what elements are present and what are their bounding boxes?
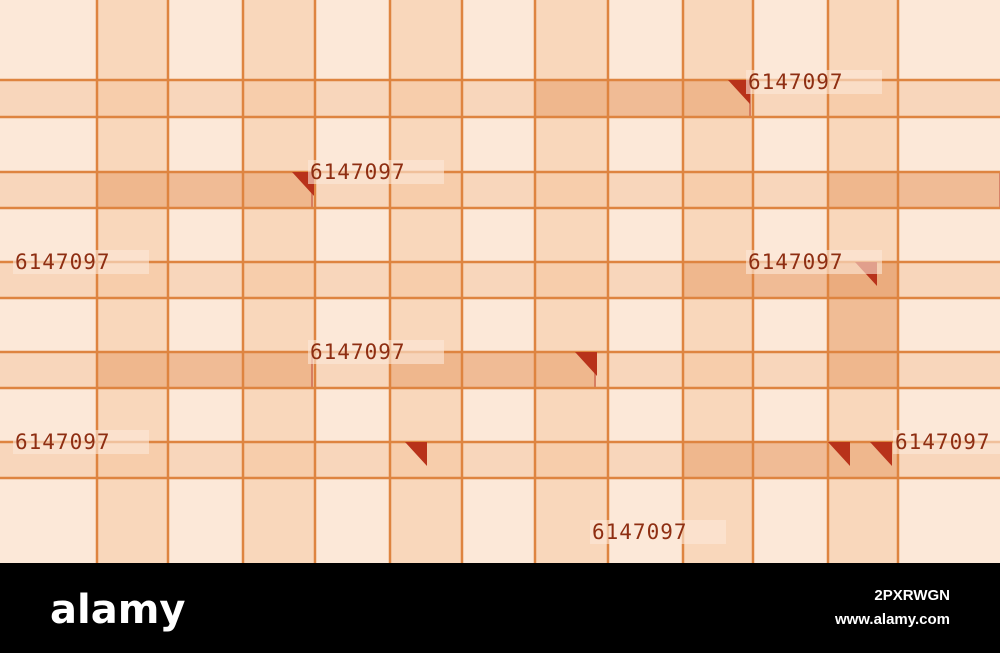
shade-column: [390, 0, 462, 563]
dark-block: [827, 261, 899, 389]
dark-block: [534, 79, 751, 118]
dark-block: [96, 351, 313, 389]
label-bg: [590, 520, 726, 544]
code-label: 6147097: [15, 430, 111, 454]
footer-logo: alamy: [50, 587, 185, 633]
corner-mark: [870, 442, 892, 466]
corner-mark: [728, 80, 750, 104]
label-bg: [13, 430, 149, 454]
pattern: 6147097 6147097 6147097 6147097 6147097 61470…: [0, 0, 1000, 563]
code-label: 6147097: [15, 250, 111, 274]
code-label: 6147097: [748, 250, 844, 274]
dark-block: [682, 441, 899, 479]
corner-mark: [828, 442, 850, 466]
label-bg: [893, 430, 1000, 454]
corner-mark: [575, 352, 597, 376]
image-id: 2PXRWGN: [874, 587, 950, 604]
corner-mark: [405, 442, 427, 466]
dark-block: [827, 171, 1000, 209]
dark-block: [96, 171, 313, 209]
shade-column: [243, 0, 315, 563]
code-label: 6147097: [895, 430, 991, 454]
label-bg: [308, 160, 444, 184]
footer-bar: [0, 563, 1000, 653]
code-label: 6147097: [592, 520, 688, 544]
label-bg: [746, 250, 882, 274]
shade-column: [97, 0, 168, 563]
code-label: 6147097: [310, 160, 406, 184]
code-label: 6147097: [310, 340, 406, 364]
label-bg: [746, 70, 882, 94]
code-label: 6147097: [748, 70, 844, 94]
site-url: www.alamy.com: [834, 611, 950, 628]
label-bg: [308, 340, 444, 364]
label-bg: [13, 250, 149, 274]
